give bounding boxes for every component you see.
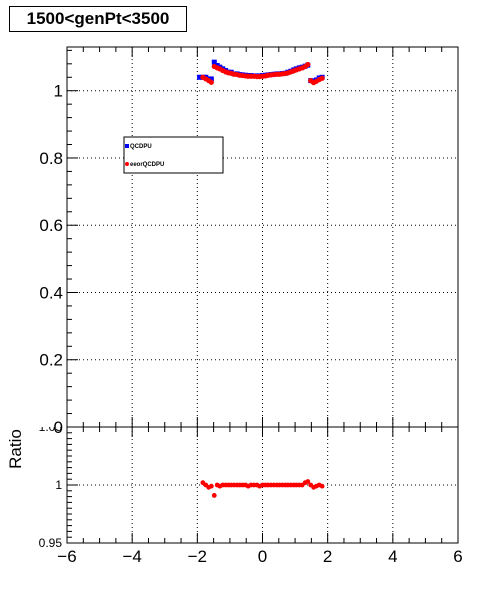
x-tick-label: 0 [258,547,267,566]
x-tick-label: 6 [453,547,462,566]
data-point-QCDPU [197,74,203,80]
ratio-point [305,479,311,484]
legend-marker [125,144,129,148]
x-tick-label: −2 [188,547,207,566]
data-point-QCDPU [211,59,217,65]
chart-title: 1500<genPt<3500 [9,6,187,32]
ratio-point [319,483,325,489]
ratio-point [208,483,214,489]
y-tick-label: 1 [54,82,63,101]
y-tick-label: 0.2 [39,351,63,370]
x-tick-label: −4 [122,547,141,566]
legend: QCDPU eeorQCDPU [123,136,224,174]
legend-label: eeorQCDPU [130,162,164,168]
legend-box [123,136,224,174]
bottom-grid [67,427,458,543]
top-tick-labels: 0 0.2 0.4 0.6 0.8 1 [39,82,63,437]
data-point-eeorQCDPU [305,61,311,68]
bottom-data-points [200,479,325,498]
ratio-axis-label: Ratio [6,429,25,469]
top-data-points [197,59,325,86]
top-grid [67,47,458,427]
bottom-axis-ticks [66,426,459,544]
legend-label: QCDPU [130,144,152,150]
data-point-QCDPU [208,76,214,82]
y-tick-label: 0.95 [39,536,63,550]
data-point-eeorQCDPU [208,79,214,85]
data-point-eeorQCDPU [319,75,325,81]
y-tick-label: 1.05 [39,420,63,434]
x-tick-label: 4 [388,547,397,566]
y-tick-label: 0 [54,418,63,437]
ratio-point [211,493,217,498]
y-tick-label: 0.4 [39,283,63,302]
y-tick-label: 0.6 [39,216,63,235]
x-tick-label: −6 [57,547,76,566]
y-tick-label: 1 [55,478,62,492]
x-tick-label: 2 [323,547,332,566]
y-tick-label: 0.8 [39,149,63,168]
top-axis-ticks [66,47,459,428]
bottom-tick-labels: 0.95 1 1.05 −6 −4 −2 0 2 4 6 [39,420,463,566]
legend-marker [125,162,129,166]
